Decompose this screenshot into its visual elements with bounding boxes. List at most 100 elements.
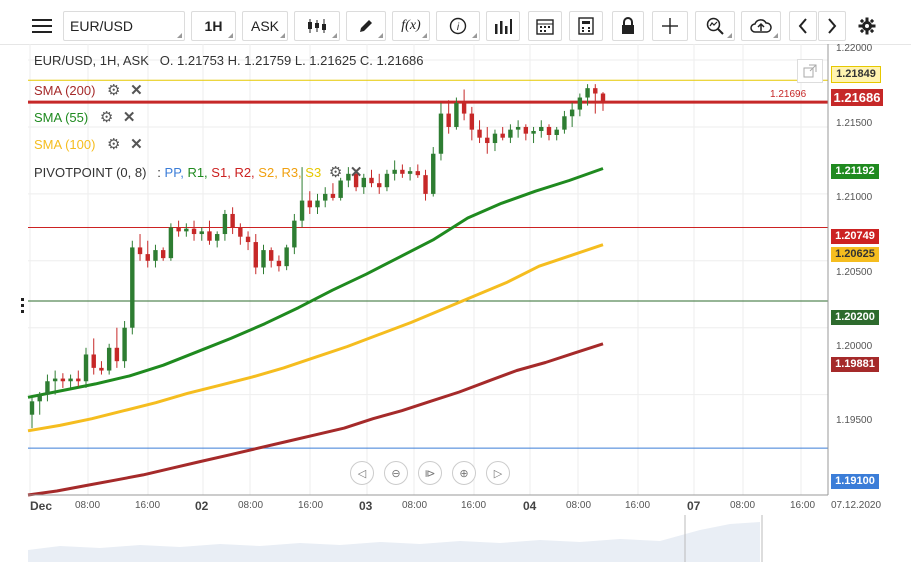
volume-button[interactable] [486,11,520,41]
candle-body [99,367,104,371]
sma55-settings-icon[interactable]: ⚙ [99,109,114,126]
zoom-chart-icon [706,17,724,35]
candle-body [392,169,397,174]
pivot-pp: PP, [164,165,184,180]
crosshair-button[interactable] [652,11,688,41]
candle-body [600,93,606,102]
candle-body [122,327,127,362]
candle-body [377,183,382,188]
candle-body [539,126,544,131]
menu-button[interactable] [27,11,57,41]
sma200-label[interactable]: SMA (200) [34,83,96,98]
candle-body [569,109,575,117]
badge-sma200: 1.19881 [831,357,879,372]
nav-forward-button[interactable]: ▷ [486,461,510,485]
external-window-icon [803,64,817,78]
candle-body [68,378,73,382]
info-icon: i [449,17,467,35]
candle-body [292,220,297,248]
candle-body [153,250,158,261]
badge-green-level: 1.20200 [831,310,879,325]
sma200-close-icon[interactable]: ✕ [130,82,143,99]
sma55-label[interactable]: SMA (55) [34,110,89,125]
candle-body [593,88,598,94]
sma200-settings-icon[interactable]: ⚙ [107,82,121,99]
settings-button[interactable] [852,11,882,41]
drag-dots-icon [21,298,24,313]
pivot-settings-icon[interactable]: ⚙ [328,164,343,181]
zoom-button[interactable] [695,11,735,41]
info-button[interactable]: i [436,11,480,41]
candle-body [168,227,174,259]
candle-body [184,228,189,232]
candle-body [407,171,413,174]
candle-body [222,213,228,235]
pencil-icon [360,20,372,32]
cloud-save-button[interactable] [741,11,781,41]
calculator-button[interactable] [569,11,603,41]
candle-body [29,401,35,415]
lock-icon [622,17,634,34]
timeframe-selector[interactable]: 1H [191,11,236,41]
indicators-button[interactable]: f(x) [392,11,430,41]
badge-yellow-level: 1.21849 [831,66,881,83]
candle-body [585,88,590,98]
scroll-left-button[interactable] [789,11,817,41]
calendar-button[interactable] [528,11,562,41]
price-type-label: ASK [250,18,279,34]
sma100-close-icon[interactable]: ✕ [130,136,143,153]
pivot-r2: R2, [234,165,255,180]
navigator[interactable] [28,515,876,562]
candle-body [577,97,583,110]
time-label: 02 [195,499,209,513]
chart-type-button[interactable] [294,11,340,41]
sma100-label[interactable]: SMA (100) [34,137,96,152]
nav-back-button[interactable]: ◁ [350,461,374,485]
navigator-area [28,522,760,562]
price-tick: 1.19500 [836,415,873,426]
time-label: 03 [359,499,373,513]
candle-body [546,126,552,136]
time-label: 08:00 [730,500,756,511]
timeframe-label: 1H [204,18,223,34]
pivot-label[interactable]: PIVOTPOINT (0, 8) : [34,165,161,180]
price-tick: 1.22000 [836,43,873,54]
pivot-s3: S3 [305,165,322,180]
lock-button[interactable] [612,11,644,41]
sma55-close-icon[interactable]: ✕ [122,109,136,126]
candle-body [415,171,421,176]
pivot-close-icon[interactable]: ✕ [349,164,363,181]
time-label: 04 [523,499,537,513]
calculator-icon [578,17,594,35]
nav-reset-button[interactable]: ⧐ [418,461,442,485]
candle-body [207,231,212,241]
candle-body [400,169,405,174]
candle-body [461,102,467,114]
price-type-selector[interactable]: ASK [242,11,288,41]
scroll-right-button[interactable] [818,11,846,41]
candle-body [307,200,312,208]
popout-button[interactable] [797,59,823,83]
bar-chart-icon [495,19,512,34]
candle-body [37,394,42,402]
last-price-marker: 1.21696 [770,89,807,100]
candle-body [384,173,390,188]
triangle-right-icon: ▷ [493,467,503,480]
panel-resize-handle[interactable] [21,298,24,314]
sma100-settings-icon[interactable]: ⚙ [107,136,121,153]
sma200-line [27,342,604,497]
candle-body [531,130,536,134]
candle-body [554,129,559,136]
nav-zoom-in-button[interactable]: ⊕ [452,461,476,485]
symbol-selector[interactable]: EUR/USD [63,11,185,41]
nav-zoom-out-button[interactable]: ⊖ [384,461,408,485]
time-label: 07 [687,499,701,513]
candle-body [76,378,81,382]
symbol-label: EUR/USD [70,18,134,34]
cloud-upload-icon [750,19,772,33]
sma-lines [27,167,604,497]
hamburger-icon [32,19,52,33]
draw-tool-button[interactable] [346,11,386,41]
badge-sma100: 1.20625 [831,247,879,262]
pivot-s2: S2, [258,165,278,180]
